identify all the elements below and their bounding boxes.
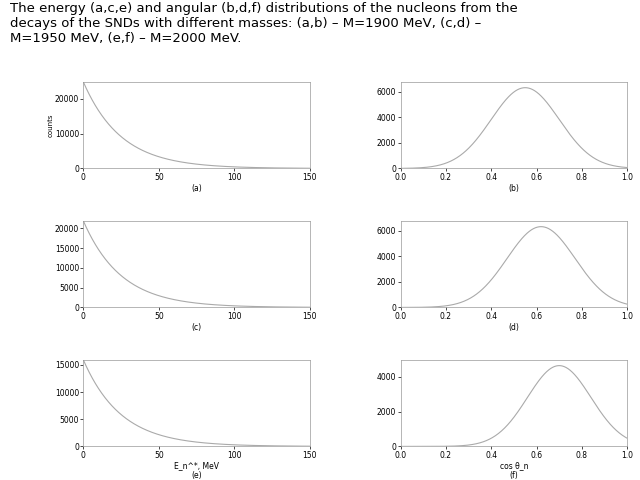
X-axis label: (d): (d) <box>508 324 519 332</box>
X-axis label: cos θ_n
(f): cos θ_n (f) <box>500 461 528 480</box>
X-axis label: (a): (a) <box>191 184 202 193</box>
Text: The energy (a,c,e) and angular (b,d,f) distributions of the nucleons from the
de: The energy (a,c,e) and angular (b,d,f) d… <box>10 2 517 46</box>
X-axis label: (b): (b) <box>508 184 519 193</box>
X-axis label: (c): (c) <box>191 324 202 332</box>
Y-axis label: counts: counts <box>47 113 53 137</box>
X-axis label: E_n^*, MeV
(e): E_n^*, MeV (e) <box>174 461 219 480</box>
